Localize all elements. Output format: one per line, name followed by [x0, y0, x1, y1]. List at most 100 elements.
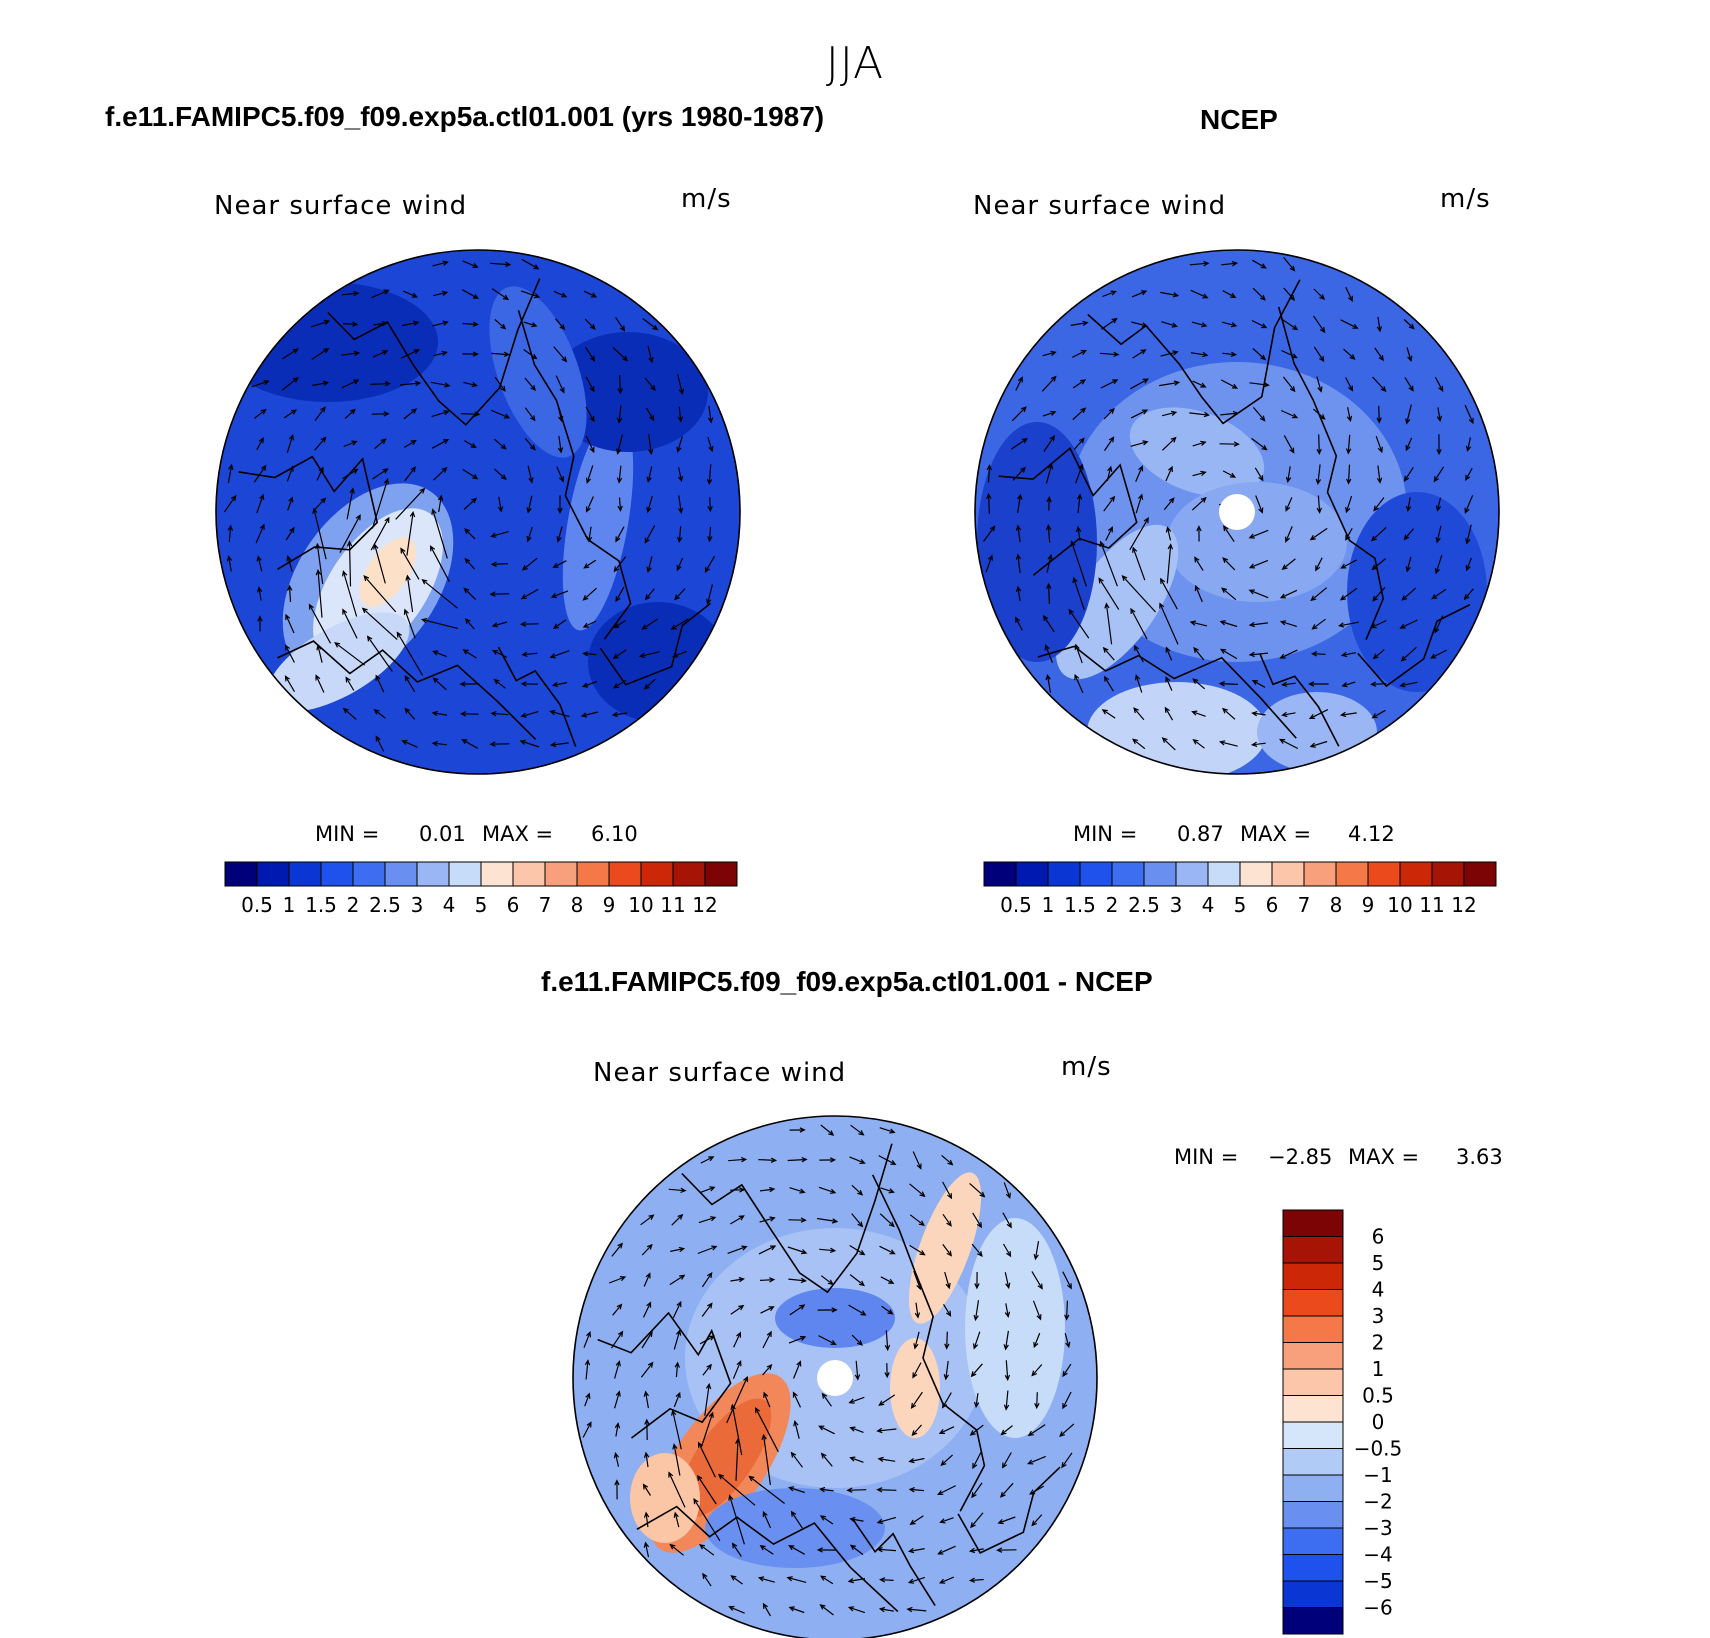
wind-arrow	[730, 1187, 746, 1193]
wind-arrow	[1376, 465, 1383, 484]
colorbar-box	[1207, 861, 1241, 887]
wind-arrow	[1405, 497, 1412, 513]
colorbar-tick-label: −6	[1363, 1596, 1392, 1620]
wind-arrow	[608, 1276, 627, 1284]
wind-arrow	[343, 440, 358, 448]
wind-arrow	[643, 1541, 650, 1558]
wind-arrow	[1339, 587, 1358, 601]
wind-arrow	[1465, 557, 1472, 572]
wind-arrow	[1072, 349, 1087, 358]
wind-arrow	[1370, 681, 1387, 687]
coastline	[1259, 653, 1340, 747]
wind-arrow	[758, 1245, 777, 1255]
wind-arrow	[1033, 1241, 1040, 1261]
wind-arrow	[462, 468, 479, 480]
wind-arrow	[226, 555, 233, 572]
wind-arrow	[406, 510, 416, 556]
wind-arrow	[285, 526, 295, 541]
wind-arrow	[940, 1454, 954, 1467]
wind-arrow	[971, 1243, 983, 1257]
wind-arrow	[493, 468, 507, 481]
wind-arrow	[420, 618, 458, 629]
wind-arrow	[489, 741, 510, 747]
wind-arrow	[1399, 619, 1418, 629]
wind-arrow	[584, 1359, 591, 1380]
wind-arrow	[401, 349, 420, 359]
colorbar-box	[608, 861, 642, 887]
wind-arrow	[1250, 741, 1266, 747]
wind-arrow	[642, 1301, 652, 1318]
wind-arrow	[1044, 644, 1053, 663]
wind-arrow	[1285, 497, 1293, 512]
wind-arrow	[1002, 1212, 1012, 1229]
wind-arrow	[733, 1331, 741, 1348]
wind-arrow	[968, 1547, 984, 1554]
wind-arrow	[757, 1576, 775, 1583]
wind-arrow	[616, 434, 623, 455]
wind-arrow	[459, 681, 480, 687]
wind-arrow	[850, 1124, 865, 1136]
shading-region	[678, 1398, 772, 1518]
wind-arrow	[432, 677, 447, 691]
wind-arrow	[520, 621, 539, 627]
wind-arrow	[1371, 709, 1386, 719]
wind-arrow	[1073, 437, 1085, 450]
obs-units: m/s	[1440, 184, 1491, 214]
diff-colorbar: 65 43 21 0.50 −0.5−1 −2−3 −4−5 −6	[1282, 1209, 1402, 1635]
wind-arrow	[431, 508, 448, 559]
wind-arrow	[342, 468, 359, 480]
wind-arrow	[1249, 381, 1270, 388]
wind-arrow	[1280, 318, 1299, 331]
colorbar-box	[1282, 1289, 1344, 1317]
colorbar-tick-label: 10	[1387, 893, 1412, 917]
colorbar-box	[288, 861, 322, 887]
wind-arrow	[1031, 1271, 1043, 1290]
wind-arrow	[939, 1517, 954, 1524]
wind-arrow	[1463, 588, 1474, 601]
wind-arrow	[1248, 559, 1269, 569]
wind-arrow	[400, 547, 420, 580]
wind-arrow	[341, 290, 360, 297]
wind-arrow	[584, 1392, 591, 1407]
coastline	[871, 1174, 986, 1512]
colorbar-tick-label: 6	[507, 893, 520, 917]
wind-arrow	[731, 1542, 742, 1557]
wind-arrow	[396, 631, 424, 676]
wind-arrow	[641, 1243, 653, 1256]
wind-arrow	[697, 1245, 718, 1255]
colorbar-box	[1015, 861, 1049, 887]
wind-arrow	[879, 1577, 894, 1583]
wind-arrow	[1104, 602, 1113, 645]
wind-arrow	[611, 1330, 624, 1349]
wind-arrow	[762, 1510, 772, 1529]
obs-max-value: 4.12	[1348, 822, 1395, 846]
wind-arrow	[1042, 614, 1055, 633]
colorbar-box	[448, 861, 482, 887]
wind-arrow	[707, 405, 714, 424]
wind-arrow	[972, 1451, 982, 1470]
wind-arrow	[848, 1396, 865, 1404]
wind-arrow	[1132, 349, 1147, 359]
wind-arrow	[1034, 1392, 1040, 1410]
wind-arrow	[997, 1516, 1016, 1525]
wind-arrow	[1345, 434, 1352, 455]
wind-arrow	[642, 1483, 652, 1496]
wind-arrow	[1399, 681, 1418, 688]
wind-arrow	[431, 410, 450, 418]
wind-arrow	[314, 406, 326, 422]
wind-arrow	[969, 1424, 984, 1436]
wind-arrow	[375, 735, 385, 752]
colorbar-box	[352, 861, 386, 887]
wind-arrow	[909, 1183, 926, 1198]
wind-arrow	[1029, 1485, 1045, 1495]
wind-arrow	[490, 409, 511, 419]
wind-arrow	[256, 586, 263, 601]
wind-arrow	[582, 587, 597, 601]
model-subtitle: Near surface wind	[214, 191, 468, 221]
colorbar-box	[224, 861, 258, 887]
wind-arrow	[1313, 288, 1326, 300]
wind-arrow	[555, 375, 565, 394]
wind-arrow	[344, 408, 356, 419]
wind-arrow	[1131, 290, 1148, 298]
wind-arrow	[255, 523, 265, 544]
